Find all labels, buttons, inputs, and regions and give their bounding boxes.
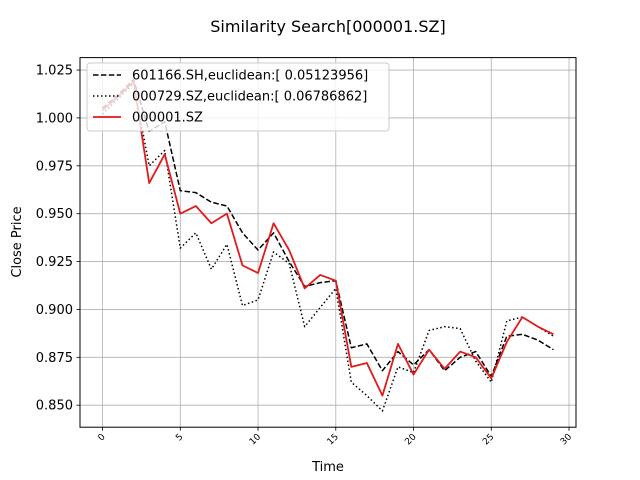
x-tick-label: 30 (559, 432, 574, 447)
legend-box (86, 62, 390, 132)
y-axis-label: Close Price (10, 206, 25, 277)
x-tick-label: 0 (97, 432, 108, 443)
chart-title: Similarity Search[000001.SZ] (210, 17, 445, 36)
y-tick-label: 0.850 (36, 399, 73, 414)
y-tick-label: 0.950 (36, 207, 73, 222)
y-tick-label: 0.875 (36, 351, 73, 366)
legend-label-3: 000001.SZ (132, 111, 203, 126)
x-tick-label: 15 (326, 432, 341, 447)
y-tick-label: 1.000 (36, 111, 73, 126)
y-tick-label: 0.925 (36, 255, 73, 270)
x-tick-label: 10 (248, 432, 263, 447)
y-axis-ticks: 0.850 0.875 0.900 0.925 0.950 0.975 1.000 1.025 (36, 64, 80, 414)
series-line-3 (101, 80, 554, 397)
x-axis-ticks: 0 5 10 15 20 25 30 (97, 427, 574, 447)
series-line-2 (102, 82, 554, 412)
legend: 601166.SH,euclidean:[ 0.05123956] 000729.… (86, 62, 390, 132)
series-line-1 (102, 78, 554, 378)
plot-frame (79, 57, 577, 428)
legend-label-1: 601166.SH,euclidean:[ 0.05123956] (132, 69, 368, 84)
y-tick-label: 0.900 (36, 303, 73, 318)
y-tick-label: 0.975 (36, 159, 73, 174)
x-axis-label: Time (311, 460, 344, 475)
x-tick-label: 25 (481, 432, 496, 447)
x-tick-label: 20 (403, 432, 418, 447)
x-tick-label: 5 (174, 432, 185, 443)
legend-label-2: 000729.SZ,euclidean:[ 0.06786862] (132, 90, 367, 105)
y-tick-label: 1.025 (36, 64, 73, 79)
series-layer (101, 78, 554, 412)
